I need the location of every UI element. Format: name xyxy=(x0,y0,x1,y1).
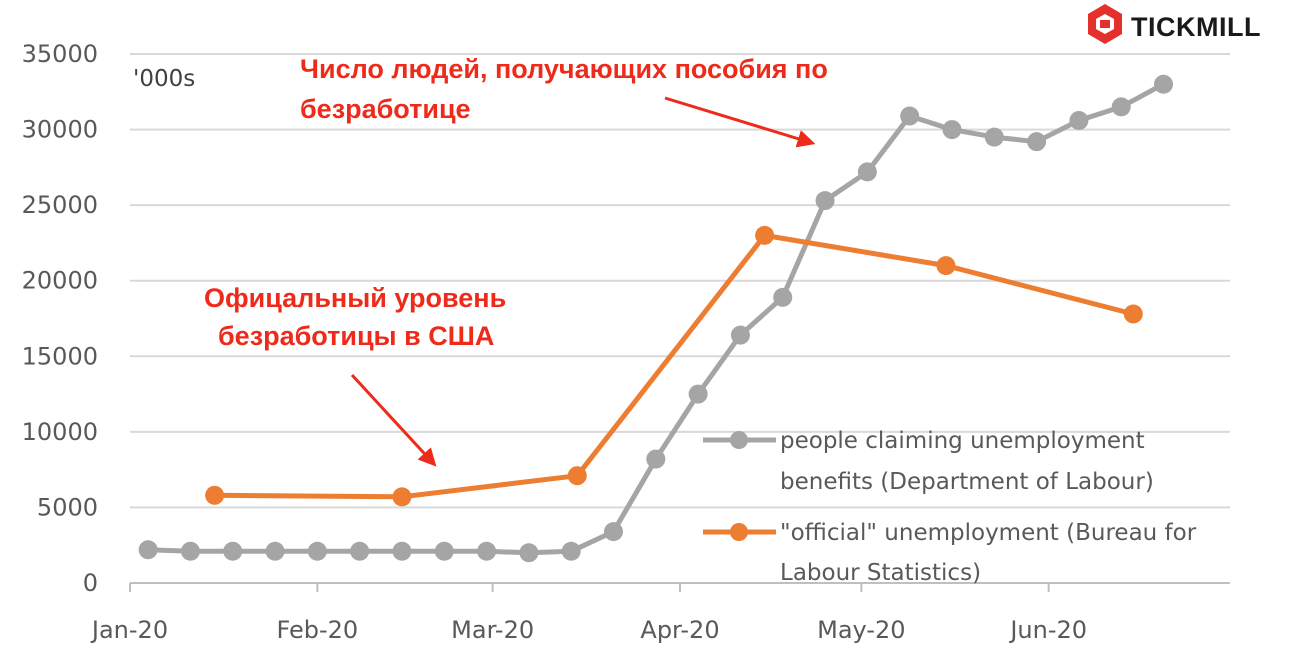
x-tick-label: May-20 xyxy=(817,616,905,644)
legend-marker-official xyxy=(730,523,748,541)
legend-label-claims-line1: people claiming unemployment xyxy=(780,428,1145,454)
x-tick-label: Jan-20 xyxy=(90,616,168,644)
y-tick-label: 0 xyxy=(83,569,98,597)
annotation-official-line1: Офицальный уровень xyxy=(204,283,506,313)
x-tick-label: Apr-20 xyxy=(640,616,719,644)
legend-label-official-line1: "official" unemployment (Bureau for xyxy=(780,520,1197,546)
data-point-claims xyxy=(307,541,327,561)
x-axis: Jan-20 Feb-20 Mar-20 Apr-20 May-20 Jun-20 xyxy=(90,582,1230,644)
annotation-official: Офицальный уровень безработицы в США xyxy=(204,283,506,467)
unit-label: '000s xyxy=(133,66,195,92)
data-point-claims xyxy=(1111,97,1131,117)
data-point-claims xyxy=(984,127,1004,147)
y-tick-label: 10000 xyxy=(22,418,98,446)
legend-label-claims-line2: benefits (Department of Labour) xyxy=(780,469,1154,495)
data-point-official xyxy=(755,225,775,245)
series-claims xyxy=(138,74,1174,563)
data-point-claims xyxy=(857,162,877,182)
legend-label-official-line2: Labour Statistics) xyxy=(780,560,981,586)
y-tick-label: 25000 xyxy=(22,191,98,219)
data-point-claims xyxy=(1069,111,1089,131)
data-point-claims xyxy=(1027,132,1047,152)
data-point-claims xyxy=(519,543,539,563)
annotation-claims-arrow xyxy=(664,96,816,148)
series-group xyxy=(138,74,1174,563)
x-tick-label: Jun-20 xyxy=(1008,616,1087,644)
data-point-claims xyxy=(646,449,666,469)
data-point-official xyxy=(1123,304,1143,324)
data-point-claims xyxy=(138,540,158,560)
y-tick-label: 30000 xyxy=(22,116,98,144)
annotation-claims-line1: Число людей, получающих пособия по xyxy=(300,54,828,84)
data-point-official xyxy=(567,466,587,486)
annotation-official-arrow xyxy=(350,373,437,467)
legend-item-claims: people claiming unemployment benefits (D… xyxy=(703,428,1154,495)
legend-marker-claims xyxy=(730,431,748,449)
data-point-claims xyxy=(1154,74,1174,94)
series-official xyxy=(205,225,1143,507)
annotation-claims: Число людей, получающих пособия по безра… xyxy=(300,54,828,148)
y-tick-label: 15000 xyxy=(22,342,98,370)
data-point-claims xyxy=(561,541,581,561)
data-point-claims xyxy=(730,325,750,345)
brand-name: TICKMILL xyxy=(1131,12,1261,42)
x-tick-label: Feb-20 xyxy=(277,616,359,644)
data-point-claims xyxy=(773,287,793,307)
data-point-claims xyxy=(265,541,285,561)
legend: people claiming unemployment benefits (D… xyxy=(703,428,1197,586)
data-point-claims xyxy=(688,384,708,404)
annotation-claims-line2: безработице xyxy=(300,94,471,124)
data-point-claims xyxy=(900,106,920,126)
legend-item-official: "official" unemployment (Bureau for Labo… xyxy=(703,520,1197,586)
series-line-official xyxy=(214,232,1134,500)
data-point-claims xyxy=(180,541,200,561)
data-point-claims xyxy=(434,541,454,561)
data-point-claims xyxy=(477,541,497,561)
data-point-claims xyxy=(223,541,243,561)
annotation-official-line2: безработицы в США xyxy=(218,321,494,351)
gridlines xyxy=(130,53,1230,509)
y-axis: 0 5000 10000 15000 20000 25000 30000 35000 xyxy=(22,40,98,597)
data-point-claims xyxy=(350,541,370,561)
data-point-official xyxy=(205,485,225,505)
data-point-claims xyxy=(392,541,412,561)
data-point-official xyxy=(936,256,956,276)
data-point-claims xyxy=(815,191,835,211)
y-tick-label: 20000 xyxy=(22,267,98,295)
y-tick-label: 35000 xyxy=(22,40,98,68)
data-point-claims xyxy=(604,522,624,542)
data-point-claims xyxy=(942,120,962,140)
y-tick-label: 5000 xyxy=(37,493,98,521)
brand-logo: TICKMILL xyxy=(1088,4,1261,44)
data-point-official xyxy=(392,487,412,507)
x-tick-label: Mar-20 xyxy=(451,616,534,644)
